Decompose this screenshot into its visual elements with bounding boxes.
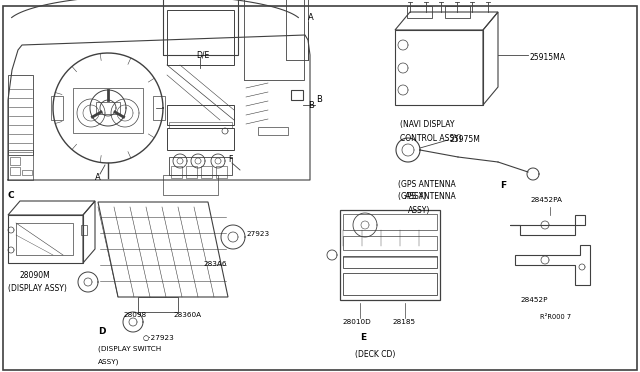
Bar [96,102,120,114]
Bar [8,75,33,155]
Bar [343,236,437,250]
Bar [216,166,227,178]
Text: (DISPLAY ASSY): (DISPLAY ASSY) [8,285,67,294]
Text: ASSY): ASSY) [98,359,120,365]
Bar [258,127,288,135]
Bar [169,157,232,175]
Bar [171,166,182,178]
Text: CONTROL ASSY): CONTROL ASSY) [400,134,461,142]
Text: 28452PA: 28452PA [530,197,562,203]
Bar [167,10,234,65]
Bar [244,0,304,80]
Text: C: C [8,190,15,199]
Text: F: F [500,180,506,189]
Bar [395,30,483,105]
Bar [73,88,143,133]
Text: 27923: 27923 [246,231,269,237]
Text: B: B [308,100,314,109]
Bar [445,6,470,18]
Text: (NAVI DISPLAY: (NAVI DISPLAY [400,121,454,129]
Text: R²R000 7: R²R000 7 [540,314,571,320]
Bar [343,214,437,230]
Bar [343,256,437,268]
Bar [8,150,33,180]
Text: (GPS ANTENNA: (GPS ANTENNA [398,192,456,202]
Text: F: F [228,155,232,164]
Text: (GPS ANTENNA: (GPS ANTENNA [398,180,456,189]
Text: 28010D: 28010D [342,319,371,325]
Bar [22,170,32,175]
Text: 28185: 28185 [392,319,415,325]
Bar [51,96,63,120]
Text: ASSY): ASSY) [405,192,428,202]
Bar [201,166,212,178]
Text: D/E: D/E [196,51,209,60]
Bar [167,128,234,150]
Text: 283A6: 283A6 [203,261,227,267]
Text: E: E [360,334,366,343]
Bar [10,167,20,175]
Text: 25975M: 25975M [450,135,481,144]
Bar [8,215,83,263]
Text: 28090M: 28090M [20,270,51,279]
Text: ○‧27923: ○‧27923 [143,334,175,340]
Bar [291,90,303,100]
Bar [138,297,178,312]
Bar [16,223,73,255]
Bar [163,175,218,195]
Bar [286,0,308,60]
Text: B: B [316,96,322,105]
Bar [153,96,165,120]
Bar [81,225,87,235]
Text: ASSY): ASSY) [408,205,430,215]
Text: 28452P: 28452P [520,297,547,303]
Bar [407,6,432,18]
Text: 28360A: 28360A [173,312,201,318]
Text: D: D [98,327,106,337]
Bar [169,122,232,128]
Bar [343,273,437,295]
Text: (DECK CD): (DECK CD) [355,350,396,359]
Text: (DISPLAY SWITCH: (DISPLAY SWITCH [98,346,161,352]
Bar [10,157,20,165]
Bar [186,166,197,178]
Text: A: A [95,173,100,183]
Bar [163,0,238,55]
Bar [167,105,234,125]
Text: 25915MA: 25915MA [530,54,566,62]
Text: 28098: 28098 [123,312,146,318]
Bar [340,210,440,300]
Text: A: A [308,13,314,22]
